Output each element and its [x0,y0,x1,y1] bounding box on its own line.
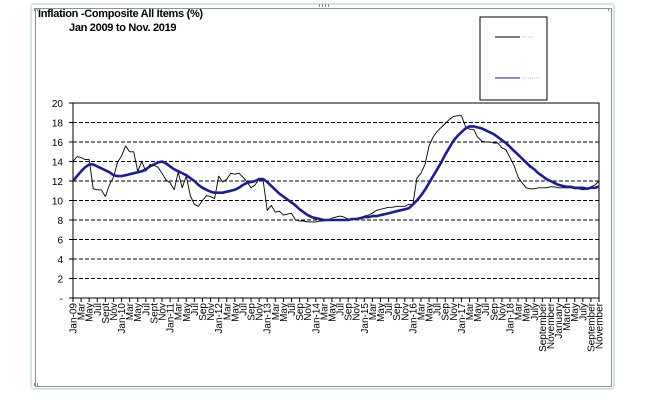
x-tick-label: Jan-17 [457,303,468,334]
y-tick-label: - [60,294,63,305]
x-tick-label: Mar [125,302,136,320]
x-tick-label: May [182,303,193,322]
x-tick-label: September [586,302,597,352]
x-tick-label: July [578,303,589,321]
x-tick-label: Jul [433,303,444,316]
x-tick-label: Jan-15 [360,303,371,334]
series-line-headline [72,115,600,223]
x-tick-label: May [327,303,338,322]
x-tick-label: May [376,303,387,322]
x-tick-label: Jan-13 [263,303,274,334]
x-tick-label: May [230,303,241,322]
x-tick-label: May [133,303,144,322]
x-tick-label: Nov [255,303,266,321]
x-tick-label: September [538,302,549,352]
y-tick-label: 6 [57,236,63,247]
x-tick-label: Sep [344,303,355,321]
x-tick-label: Mar [174,302,185,320]
x-tick-label: Nov [206,303,217,321]
plot-area [72,102,600,299]
x-tick-label: Sep [441,303,452,321]
x-tick-label: Jan-18 [505,303,516,334]
x-tick-label: Jul [190,303,201,316]
x-tick-label: Jul [141,303,152,316]
x-tick-label: Jan-11 [166,303,177,333]
x-tick-label: Nov [497,303,508,321]
x-tick-label: May [522,303,533,322]
y-tick-label: 2 [57,275,63,286]
y-tick-label: 16 [52,138,64,149]
x-tick-label: Sept [101,303,112,324]
x-tick-label: Jan-14 [311,303,322,334]
x-tick-label: Jul [481,303,492,316]
x-tick-label: Jan-12 [214,303,225,334]
x-tick-label: Nov [109,303,120,321]
x-tick-label: Jul [238,303,249,316]
x-tick-label: Nov [352,303,363,321]
chart-frame [35,8,612,387]
x-tick-label: Mar [465,302,476,320]
x-tick-label: May [279,303,290,322]
x-tick-label: Jul [287,303,298,316]
x-tick-label: Mar [77,302,88,320]
x-tick-label: Sept [149,303,160,324]
x-tick-label: January [554,303,565,339]
x-tick-label: Jan-16 [408,303,419,334]
x-tick-label: Nov [400,303,411,321]
x-tick-label: Mar [222,302,233,320]
x-tick-label: Sep [198,303,209,321]
y-tick-label: 20 [52,99,64,110]
series-line-average [71,125,600,222]
legend-box [479,16,548,101]
x-tick-label: Jan-10 [117,303,128,334]
x-tick-label: July [530,303,541,321]
x-tick-label: Jul [384,303,395,316]
x-tick-label: May [570,303,581,322]
x-tick-label: Jan-09 [69,303,80,334]
x-tick-label: Jul [336,303,347,316]
x-tick-label: Mar [514,302,525,320]
x-tick-label: November [595,302,606,349]
x-tick-label: Sep [489,303,500,321]
chart-subtitle: Jan 2009 to Nov. 2019 [69,22,177,34]
x-tick-label: May [473,303,484,322]
x-tick-label: Mar [416,302,427,320]
x-tick-label: March [562,303,573,331]
y-tick-label: 18 [52,119,64,130]
x-tick-label: May [85,303,96,322]
x-tick-label: Nov [303,303,314,321]
resize-handle-top-left[interactable] [34,8,38,11]
resize-handle-top-right[interactable] [608,8,612,11]
legend [479,16,548,101]
x-tick-label: Mar [271,302,282,320]
y-tick-label: 10 [52,197,64,208]
x-tick-label: Nov [158,303,169,321]
chart-title: Inflation -Composite All Items (%) [38,8,203,20]
x-tick-label: Sep [392,303,403,321]
resize-handle-top[interactable] [319,4,329,7]
resize-handle-bottom-left[interactable] [34,383,38,386]
x-tick-label: November [546,302,557,349]
y-tick-label: 14 [52,158,64,169]
x-tick-label: Nov [449,303,460,321]
x-tick-label: Mar [319,302,330,320]
x-tick-label: Sep [295,303,306,321]
y-tick-label: 4 [57,255,63,266]
y-tick-label: 12 [52,177,64,188]
x-tick-label: May [425,303,436,322]
y-tick-label: 8 [57,216,63,227]
x-tick-label: Sep [247,303,258,321]
x-tick-label: Mar [368,302,379,320]
x-tick-label: Jul [93,303,104,316]
